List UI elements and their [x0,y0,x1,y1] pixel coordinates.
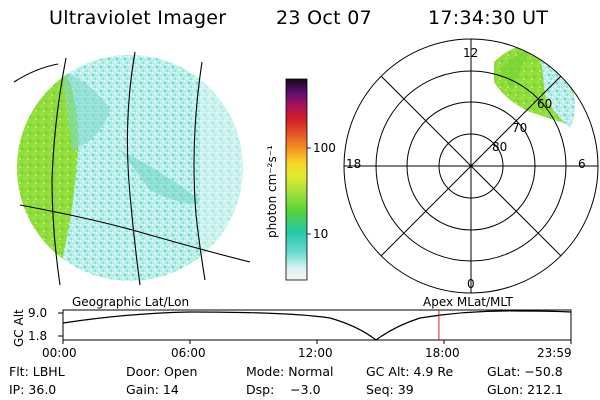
instrument-title: Ultraviolet Imager [49,7,227,29]
observation-date: 23 Oct 07 [276,7,372,29]
polar-image [494,42,575,128]
altitude-curve [62,310,572,341]
mlt-label-0: 0 [467,277,475,291]
glat-info: GLat: −50.8 [487,364,563,379]
mlat-label-70: 70 [512,121,528,135]
altitude-x-tick-label: 00:00 [42,346,77,360]
mode-info: Mode: Normal [246,364,334,379]
altitude-x-tick-label: 12:00 [298,346,333,360]
mlt-label-12: 12 [463,46,479,60]
door-info: Door: Open [126,364,198,379]
seq-info: Seq: 39 [366,382,414,397]
colorbar-ticks [307,147,311,235]
altitude-x-tick-label: 23:59 [537,346,572,360]
mlat-label-80: 80 [492,140,508,154]
colorbar [285,78,308,281]
altitude-x-ticks [62,340,572,344]
colorbar-tick-100: 100 [313,141,336,155]
glon-info: GLon: 212.1 [487,382,563,397]
colorbar-tick-10: 10 [313,227,329,241]
colorbar-unit-label: photon cm⁻²s⁻¹ [265,145,279,238]
dsp-info: Dsp: −3.0 [246,382,321,397]
gc-alt-info: GC Alt: 4.9 Re [366,364,454,379]
altitude-axis-label: GC Alt [12,309,26,347]
left-projection-label: Geographic Lat/Lon [72,295,190,309]
altitude-y-ticks [58,312,63,337]
altitude-y-tick-high: 9.0 [28,306,48,320]
gain-info: Gain: 14 [126,382,179,397]
altitude-x-tick-label: 18:00 [425,346,460,360]
ip-info: IP: 36.0 [9,382,57,397]
altitude-x-tick-label: 06:00 [171,346,206,360]
altitude-plot-frame [62,309,572,341]
mlt-label-6: 6 [578,157,586,171]
filter-info: Flt: LBHL [9,364,65,379]
mlat-label-60: 60 [537,97,553,111]
geographic-grid [13,51,251,286]
mlt-label-18: 18 [346,157,362,171]
observation-time: 17:34:30 UT [428,7,549,29]
polar-grid [343,38,599,294]
altitude-y-tick-low: 1.8 [28,329,48,343]
right-projection-label: Apex MLat/MLT [423,295,513,309]
geographic-image [17,55,243,281]
